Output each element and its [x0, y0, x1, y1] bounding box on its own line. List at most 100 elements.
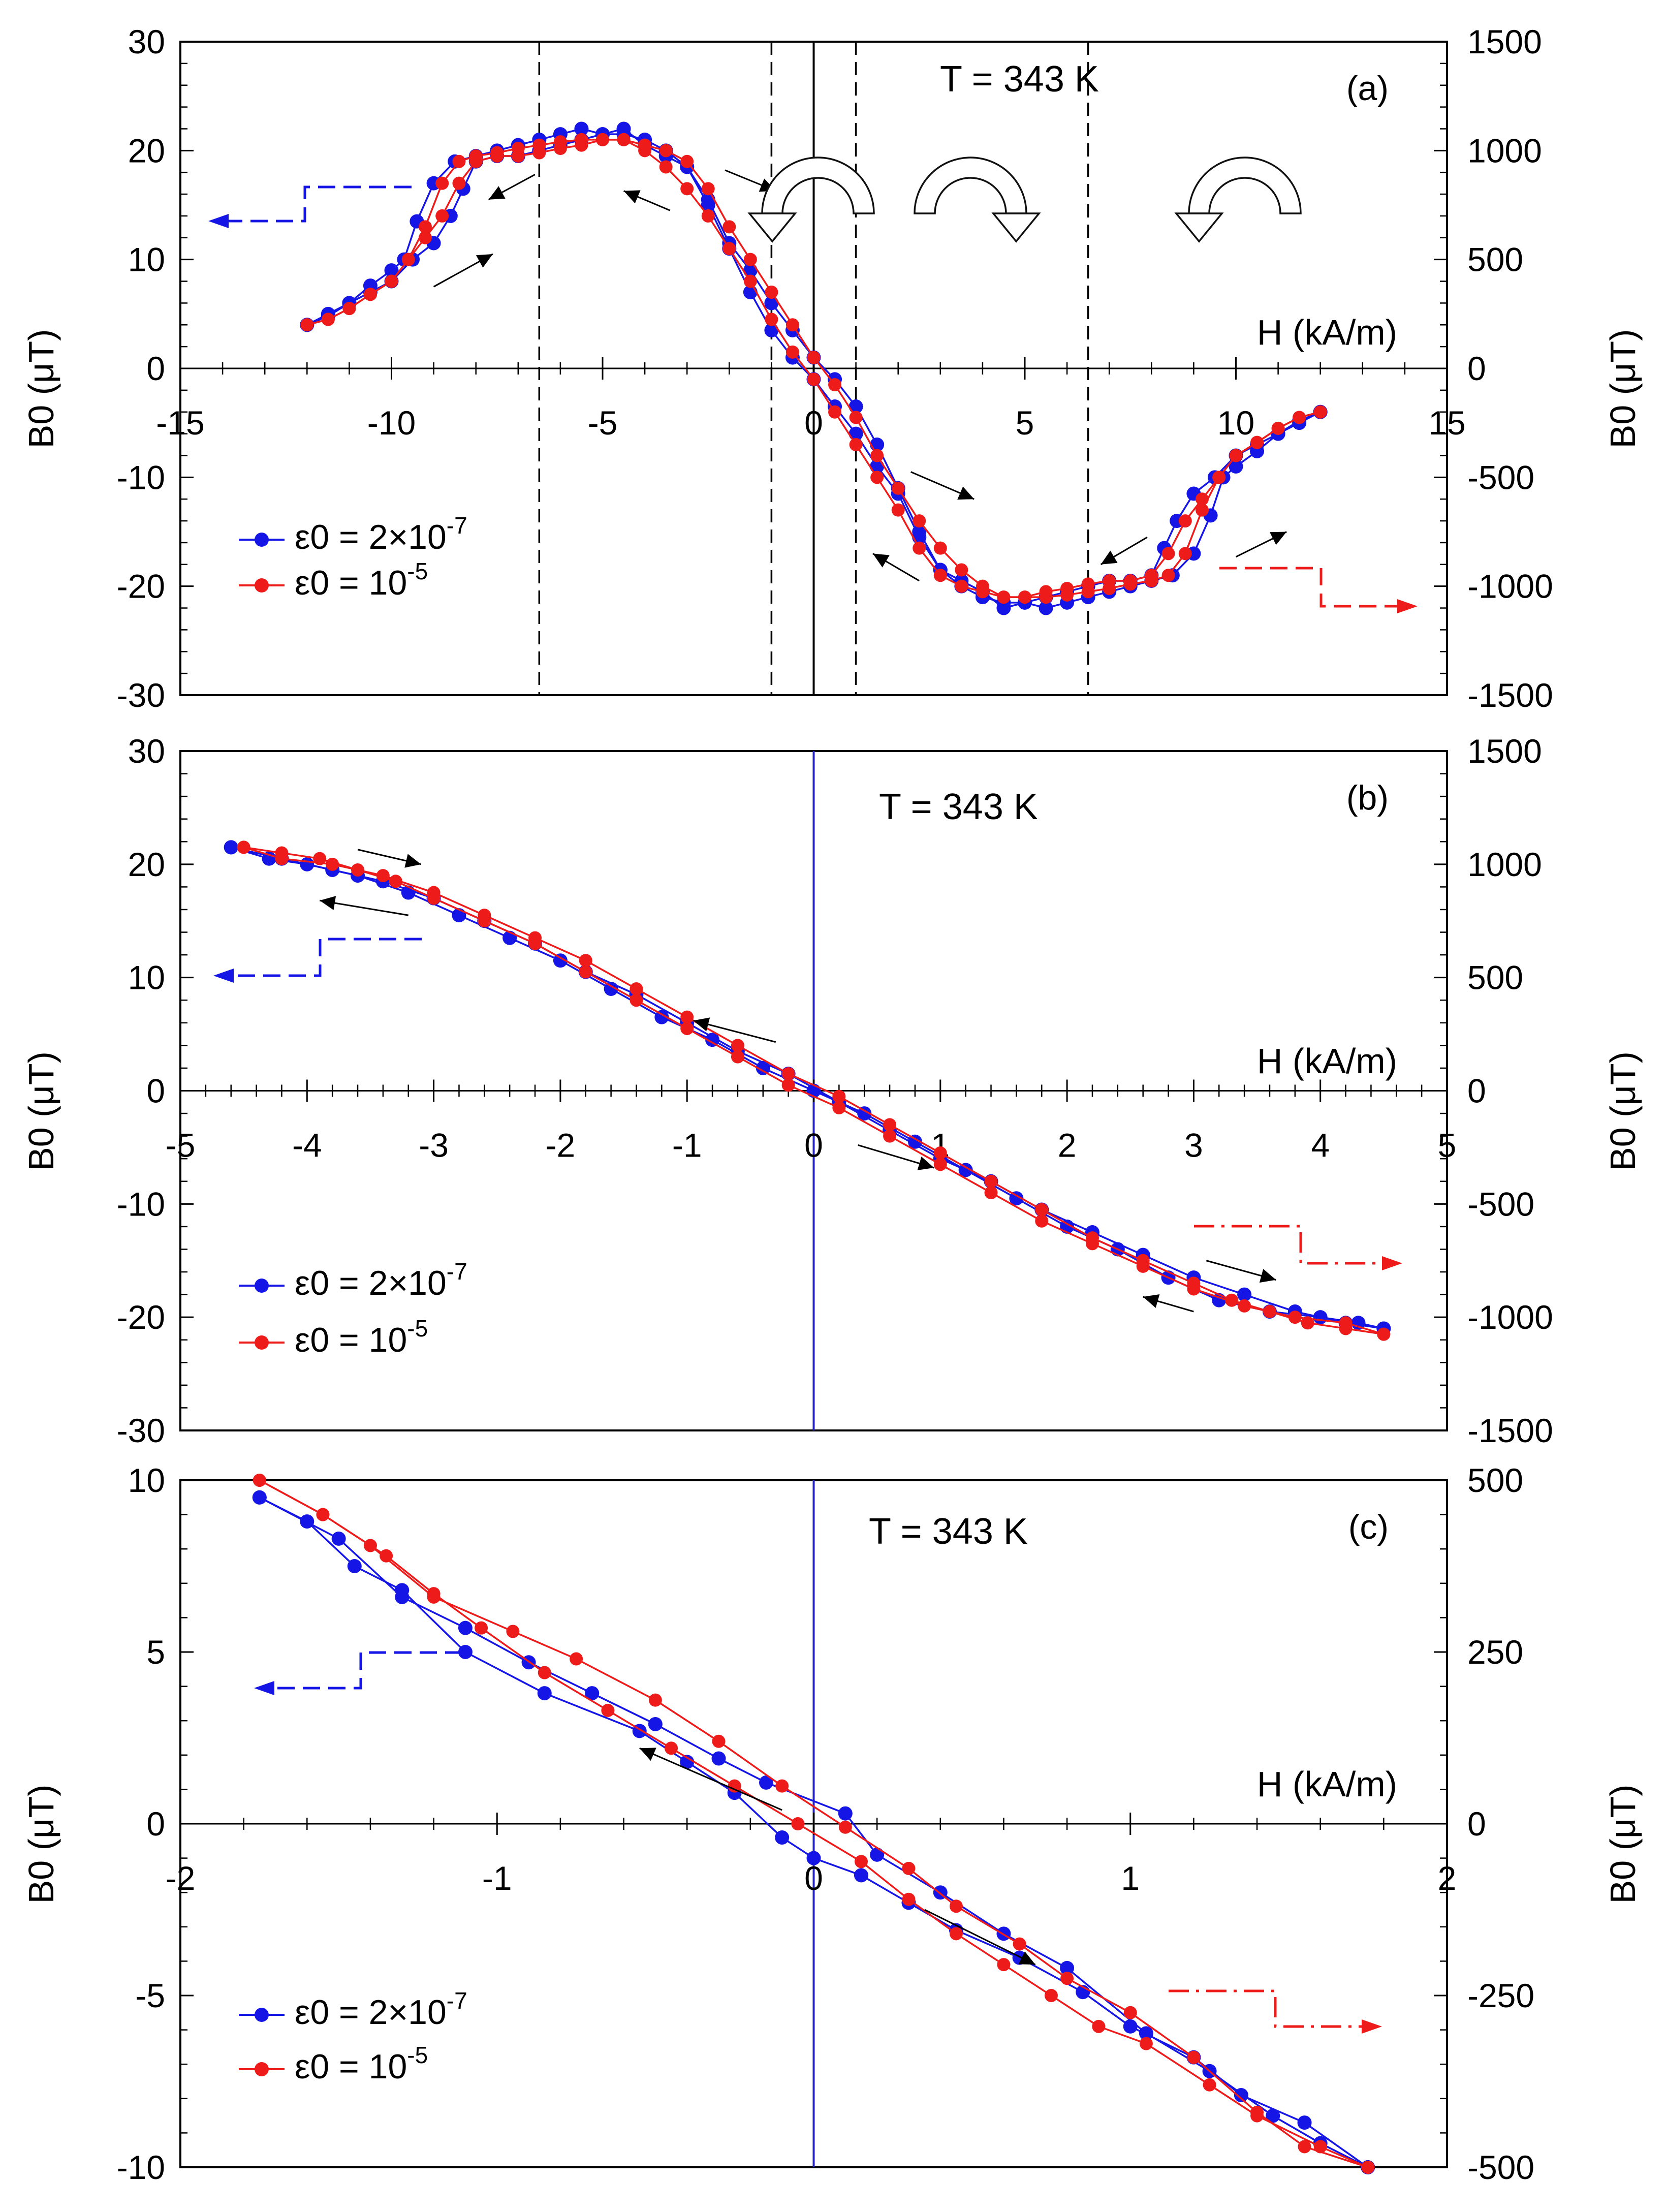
data-point-red — [385, 274, 398, 288]
x-tick-label: 1 — [1121, 1859, 1140, 1897]
data-point-red — [418, 231, 432, 244]
left-axis-indicator-head — [208, 214, 229, 228]
direction-arrow-head — [488, 186, 506, 200]
y-tick-label: -5 — [135, 1977, 165, 2014]
data-point-red — [427, 886, 441, 899]
data-point-blue — [585, 1686, 600, 1701]
data-point-red — [828, 378, 842, 392]
data-point-red — [883, 1129, 897, 1143]
data-point-red — [1178, 547, 1192, 560]
legend-label: ε0 = 10-5 — [295, 2042, 428, 2086]
data-point-red — [785, 345, 799, 359]
data-point-red — [785, 318, 799, 332]
data-point-red — [1298, 2140, 1311, 2154]
legend-marker — [255, 2008, 269, 2022]
data-point-blue — [743, 263, 758, 278]
rotation-arrow-head — [1174, 212, 1224, 243]
data-point-red — [1013, 1937, 1026, 1951]
x-axis-title: H (kA/m) — [1257, 313, 1397, 352]
data-point-red — [722, 242, 736, 256]
y-axis-title-left: B0 (μT) — [21, 1785, 61, 1904]
data-point-red — [913, 541, 926, 555]
data-point-red — [891, 481, 905, 495]
data-point-red — [933, 541, 947, 555]
data-point-blue — [1297, 2115, 1312, 2130]
rotation-arc — [761, 157, 875, 214]
panel-a: -15 -10 -5 0 5 10 15 -30 -20 -10 0 10 20 30 -1500 -1000… — [21, 23, 1643, 714]
right-axis-indicator — [1194, 1225, 1387, 1265]
data-point-red — [955, 579, 968, 593]
data-point-red — [1178, 514, 1192, 528]
x-tick-label: -4 — [292, 1127, 322, 1164]
data-point-red — [949, 1899, 963, 1913]
data-point-red — [883, 1118, 897, 1132]
legend-label-superscript: -7 — [447, 1258, 467, 1285]
legend-marker — [255, 1279, 269, 1293]
data-point-red — [570, 1652, 583, 1666]
panel-letter: (c) — [1348, 1508, 1389, 1546]
data-point-red — [1123, 2006, 1137, 2019]
rotation-counterclockwise-icon — [747, 157, 875, 243]
y-right-tick-label: 1500 — [1467, 23, 1542, 60]
y-tick-label: 10 — [128, 959, 165, 996]
data-point-red — [1203, 2078, 1216, 2092]
data-point-red — [1187, 1276, 1201, 1290]
data-point-red — [1301, 1316, 1314, 1330]
data-point-red — [363, 1539, 377, 1552]
data-point-red — [1035, 1214, 1049, 1228]
data-point-blue — [654, 1010, 669, 1024]
data-point-red — [791, 1817, 805, 1830]
y-tick-label: -10 — [117, 2148, 165, 2186]
data-point-red — [680, 154, 694, 168]
data-point-red — [781, 1067, 795, 1081]
data-point-blue — [711, 1751, 726, 1766]
data-point-red — [1092, 2019, 1106, 2033]
data-point-blue — [1266, 2108, 1280, 2123]
legend-marker — [255, 533, 269, 547]
data-point-red — [469, 154, 483, 168]
x-tick-label: -3 — [419, 1127, 449, 1164]
data-point-blue — [857, 1106, 872, 1121]
data-point-blue — [848, 426, 863, 441]
y-right-tick-label: 0 — [1467, 1805, 1486, 1843]
data-point-red — [237, 840, 250, 854]
data-point-red — [701, 182, 715, 196]
data-point-red — [849, 411, 863, 424]
data-point-red — [1250, 2105, 1264, 2119]
x-tick-label: 3 — [1184, 1127, 1203, 1164]
data-point-red — [765, 313, 778, 326]
left-axis-indicator — [229, 938, 422, 977]
data-point-red — [538, 1666, 551, 1679]
data-point-blue — [907, 1134, 922, 1149]
y-right-tick-label: -500 — [1467, 2148, 1534, 2186]
data-point-red — [1293, 411, 1306, 424]
data-point-red — [1212, 471, 1226, 484]
y-tick-label: -20 — [117, 1298, 165, 1336]
panel-letter: (a) — [1346, 69, 1389, 108]
data-point-red — [712, 1734, 726, 1748]
data-point-blue — [553, 953, 568, 968]
data-point-red — [728, 1779, 741, 1793]
data-point-red — [832, 1089, 846, 1103]
data-point-red — [376, 869, 390, 883]
data-point-blue — [1123, 2019, 1138, 2034]
rotation-clockwise-icon — [914, 157, 1041, 243]
legend-label: ε0 = 2×10-7 — [295, 1987, 467, 2032]
right-axis-indicator — [1219, 567, 1402, 608]
x-tick-label: -2 — [546, 1127, 576, 1164]
y-tick-label: 0 — [146, 350, 165, 387]
data-point-red — [1271, 421, 1285, 435]
data-point-blue — [331, 1531, 346, 1546]
data-point-red — [1039, 590, 1053, 604]
legend-label-main: ε0 = 10 — [295, 2047, 407, 2086]
y-tick-label: 0 — [146, 1072, 165, 1110]
data-point-red — [1339, 1322, 1353, 1335]
right-axis-indicator-head — [1382, 1256, 1402, 1270]
data-point-red — [1139, 2037, 1153, 2050]
legend-marker — [255, 2062, 269, 2076]
x-tick-label: 0 — [804, 1859, 823, 1897]
data-point-red — [1313, 405, 1327, 419]
legend-label: ε0 = 10-5 — [295, 1315, 428, 1359]
data-point-red — [579, 954, 592, 968]
